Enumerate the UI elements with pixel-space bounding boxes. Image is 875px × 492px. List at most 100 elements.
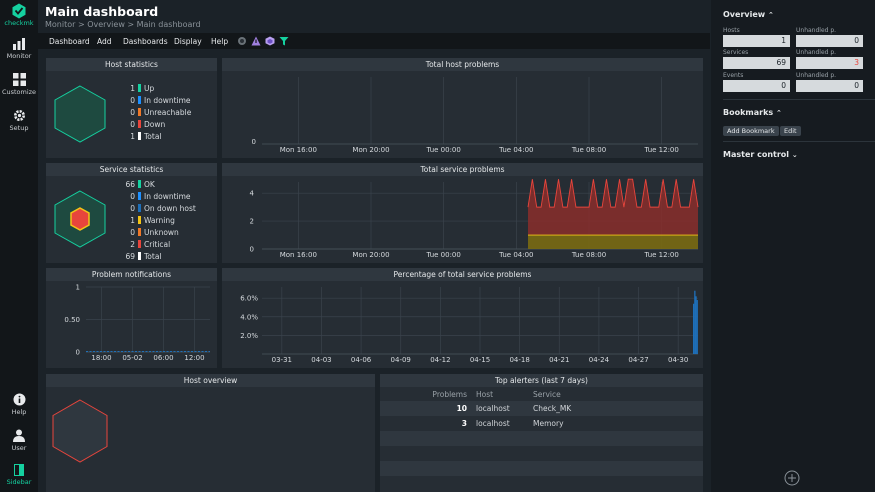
total-service-problems-dashlet: Total service problems 0 2 4 Mon 16:00 Mon 2…	[222, 163, 703, 263]
x-tick-label: Mon 20:00	[352, 251, 389, 259]
x-tick-label: Tue 00:00	[425, 146, 460, 154]
problem-notifications-title: Problem notifications	[46, 268, 217, 281]
services-count[interactable]: 69	[723, 57, 790, 69]
hosts-label: Hosts	[723, 27, 740, 34]
chevron-up-icon: ⌃	[775, 109, 782, 117]
x-tick-label: Tue 00:00	[425, 251, 460, 259]
nav-monitor[interactable]: Monitor	[0, 38, 38, 60]
table-row[interactable]: 10 localhost Check_MK	[380, 401, 703, 416]
host-statistics-dashlet: Host statistics 1 Up 0 In downtime 0 Unreac…	[46, 58, 217, 158]
host-hexagon[interactable]	[54, 85, 106, 143]
service-stat-ok[interactable]: 66 OK	[125, 180, 155, 189]
x-tick-label: 12:00	[184, 354, 204, 362]
services-label: Services	[723, 49, 749, 56]
nav-customize[interactable]: Customize	[0, 73, 38, 96]
y-tick-label: 0	[250, 246, 254, 254]
x-tick-label: 03-31	[272, 356, 292, 364]
nav-sidebar-label: Sidebar	[6, 478, 32, 486]
nav-sidebar[interactable]: Sidebar	[0, 464, 38, 486]
y-tick-label: 2	[250, 218, 254, 226]
problem-notifications-dashlet: Problem notifications 0 0.50 1 18:00 05-02 06…	[46, 268, 217, 368]
logo[interactable]: checkmk	[3, 3, 35, 27]
x-tick-label: 05-02	[122, 354, 142, 362]
x-tick-label: 04-27	[628, 356, 648, 364]
nav-customize-label: Customize	[1, 88, 37, 96]
filter-icon[interactable]	[279, 36, 289, 46]
cube-icon[interactable]	[265, 36, 275, 46]
divider	[723, 141, 875, 142]
host-stat-up[interactable]: 1 Up	[130, 84, 155, 93]
host-stat-unreachable[interactable]: 0 Unreachable	[130, 108, 192, 117]
x-tick-label: 04-03	[311, 356, 331, 364]
menu-help[interactable]: Help	[211, 37, 229, 46]
chevron-down-icon: ⌄	[791, 151, 798, 159]
circle-icon[interactable]	[237, 36, 247, 46]
menu-dashboard[interactable]: Dashboard	[49, 37, 90, 46]
x-tick-label: 04-12	[430, 356, 450, 364]
problems-cell: 3	[461, 419, 467, 428]
col-service-header: Service	[533, 390, 561, 399]
x-tick-label: Tue 08:00	[571, 146, 606, 154]
table-row-empty	[380, 461, 703, 476]
service-stat-total[interactable]: 69 Total	[125, 252, 162, 261]
top-alerters-header: Problems Host Service	[380, 387, 703, 402]
service-stat-on-down-host[interactable]: 0 On down host	[130, 204, 196, 213]
host-cell[interactable]: localhost	[476, 419, 510, 428]
service-stat-downtime[interactable]: 0 In downtime	[130, 192, 191, 201]
add-snapin-icon[interactable]	[784, 470, 800, 486]
menu-dashboards[interactable]: Dashboards	[123, 37, 168, 46]
events-count[interactable]: 0	[723, 80, 790, 92]
services-unhandled-count[interactable]: 3	[796, 57, 863, 69]
nav-help[interactable]: Help	[0, 393, 38, 416]
x-tick-label: Tue 12:00	[643, 251, 678, 259]
overview-panel-title[interactable]: Overview ⌃	[723, 10, 774, 19]
warning-triangle-icon[interactable]	[251, 36, 261, 46]
sidebar-icon	[14, 464, 24, 476]
service-problems-percentage-chart: 2.0% 4.0% 6.0% 03-31 04-03 04-06 04-09 04-12 04-…	[240, 287, 698, 364]
service-hexagon[interactable]	[54, 190, 106, 248]
y-tick-label: 2.0%	[240, 332, 258, 340]
add-bookmark-button[interactable]: Add Bookmark	[723, 126, 779, 136]
grid-icon	[12, 73, 26, 86]
bookmarks-title[interactable]: Bookmarks ⌃	[723, 108, 782, 117]
hosts-unhandled-count[interactable]: 0	[796, 35, 863, 47]
service-stat-unknown[interactable]: 0 Unknown	[130, 228, 179, 237]
breadcrumb[interactable]: Monitor > Overview > Main dashboard	[45, 20, 201, 29]
service-stat-warning[interactable]: 1 Warning	[130, 216, 175, 225]
events-label: Events	[723, 72, 744, 79]
hosts-count[interactable]: 1	[723, 35, 790, 47]
host-overview-hexagon[interactable]	[52, 399, 108, 463]
table-row[interactable]: 3 localhost Memory	[380, 416, 703, 431]
service-stat-critical[interactable]: 2 Critical	[130, 240, 171, 249]
menu-display[interactable]: Display	[174, 37, 202, 46]
service-cell[interactable]: Memory	[533, 419, 564, 428]
services-unhandled-label: Unhandled p.	[796, 49, 837, 56]
host-stat-down[interactable]: 0 Down	[130, 120, 166, 129]
percentage-bar	[693, 303, 695, 354]
host-stat-downtime[interactable]: 0 In downtime	[130, 96, 191, 105]
host-stat-total[interactable]: 1 Total	[130, 132, 162, 141]
nav-monitor-label: Monitor	[6, 52, 32, 60]
total-service-problems-title: Total service problems	[222, 163, 703, 176]
nav-user[interactable]: User	[0, 429, 38, 452]
x-tick-label: Mon 16:00	[280, 146, 317, 154]
host-statistics-title: Host statistics	[46, 58, 217, 71]
edit-bookmarks-button[interactable]: Edit	[780, 126, 801, 136]
problem-notifications-chart: 0 0.50 1 18:00 05-02 06:00 12:00	[64, 284, 210, 362]
divider	[723, 99, 875, 100]
x-tick-label: Mon 20:00	[352, 146, 389, 154]
events-unhandled-count[interactable]: 0	[796, 80, 863, 92]
warning-area	[528, 235, 698, 249]
hosts-unhandled-label: Unhandled p.	[796, 27, 837, 34]
left-nav: checkmk Monitor Customize Setup H	[0, 0, 38, 492]
master-control-title[interactable]: Master control ⌄	[723, 150, 798, 159]
critical-line	[527, 178, 699, 208]
host-cell[interactable]: localhost	[476, 404, 510, 413]
x-tick-label: 04-18	[509, 356, 529, 364]
percentage-bar	[696, 300, 698, 354]
service-cell[interactable]: Check_MK	[533, 404, 572, 413]
menu-add[interactable]: Add	[97, 37, 112, 46]
nav-setup[interactable]: Setup	[0, 109, 38, 132]
x-tick-label: 04-21	[549, 356, 569, 364]
